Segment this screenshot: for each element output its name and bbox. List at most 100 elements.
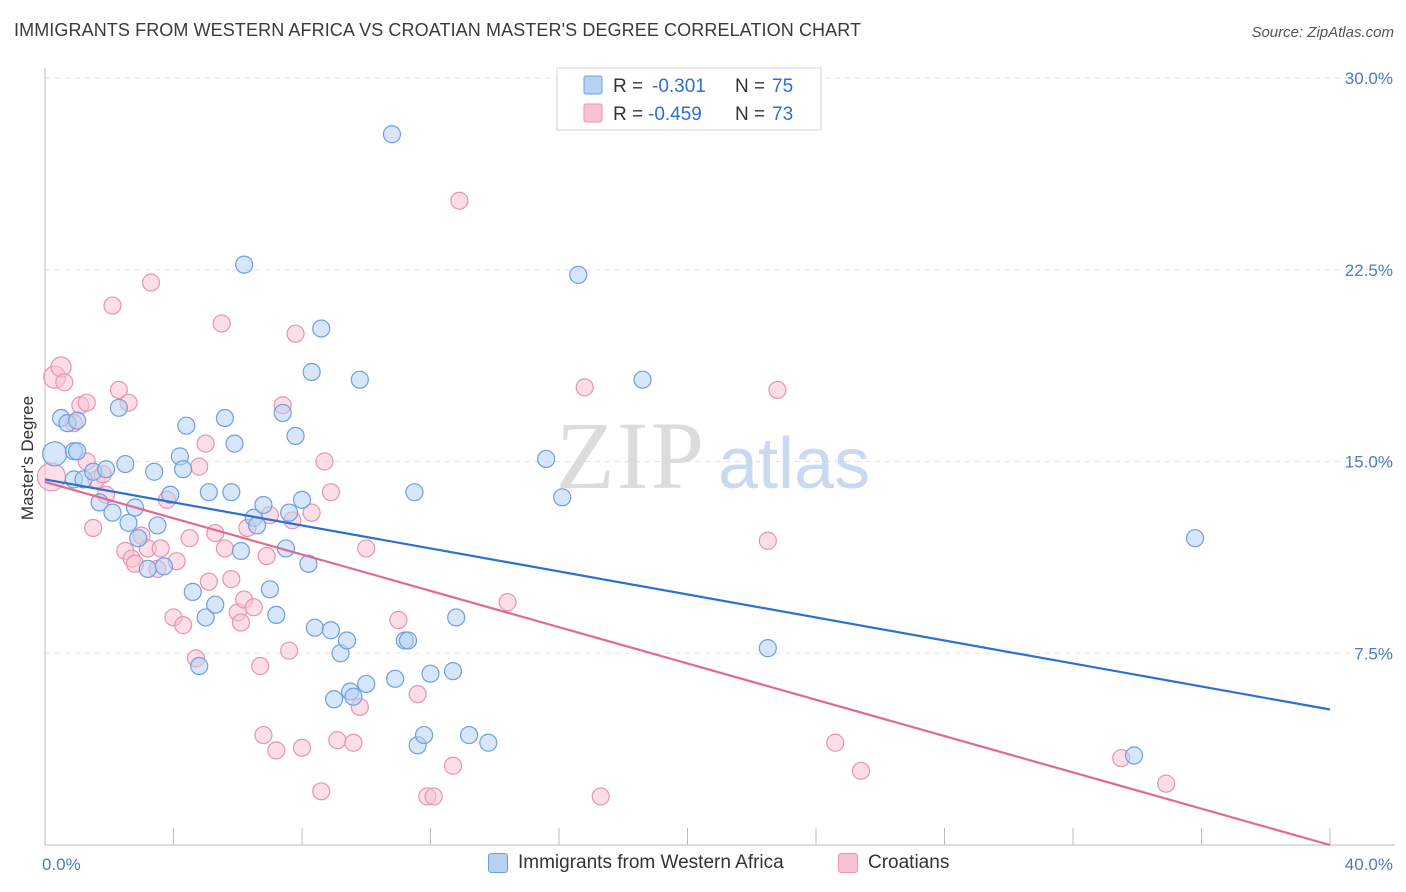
western-africa-point-43	[286, 426, 305, 446]
croatians-point-65	[498, 593, 517, 612]
series-legend: Immigrants from Western Africa Croatians	[0, 852, 1406, 878]
croatians-point-30	[196, 434, 215, 453]
croatians-point-51	[302, 503, 321, 522]
legend-item-western-africa[interactable]: Immigrants from Western Africa	[488, 852, 784, 874]
western-africa-point-67	[459, 725, 479, 745]
stats-legend-r-label-blue: R =	[613, 76, 643, 97]
western-africa-point-18	[145, 462, 164, 481]
x-tick-label-min: 0.0%	[42, 855, 81, 874]
western-africa-points	[42, 125, 1205, 765]
western-africa-point-74	[1185, 529, 1205, 548]
western-africa-point-64	[421, 664, 440, 683]
croatians-point-26	[174, 616, 193, 635]
croatians-point-35	[222, 570, 241, 589]
stats-legend-r-label-pink: R =	[613, 104, 643, 125]
western-africa-point-27	[196, 608, 215, 627]
croatians-point-32	[206, 523, 225, 543]
y-tick-label-1: 15.0%	[1345, 453, 1393, 472]
stats-legend-swatch-blue	[583, 75, 603, 95]
croatians-point-27	[180, 529, 199, 548]
western-africa-point-28	[199, 483, 218, 502]
croatians-point-20	[141, 273, 161, 292]
western-africa-point-54	[344, 687, 363, 706]
croatians-point-62	[424, 787, 443, 806]
western-africa-point-57	[382, 125, 402, 144]
western-africa-point-55	[350, 370, 369, 389]
western-africa-point-49	[321, 621, 341, 640]
croatians-point-41	[251, 656, 270, 676]
stats-legend-r-value-pink: -0.459	[648, 104, 702, 125]
croatians-point-64	[450, 191, 469, 210]
croatians-point-56	[344, 733, 363, 752]
gridlines	[45, 77, 1395, 654]
western-africa-point-5	[68, 442, 87, 461]
western-africa-point-47	[305, 618, 324, 637]
croatians-point-58	[357, 539, 376, 558]
croatians-point-47	[280, 641, 299, 660]
western-africa-point-65	[443, 662, 463, 681]
stats-legend-n-value-blue: 75	[772, 76, 793, 97]
western-africa-point-69	[537, 449, 556, 469]
croatians-point-12	[103, 296, 122, 315]
western-africa-point-70	[553, 488, 572, 507]
croatians-point-50	[292, 738, 312, 757]
croatians-point-22	[151, 539, 170, 558]
western-africa-point-71	[569, 265, 588, 284]
croatians-point-71	[851, 761, 871, 780]
stats-legend-n-label-pink: N =	[735, 104, 765, 125]
legend-swatch-pink	[838, 853, 858, 873]
croatians-point-49	[286, 324, 305, 343]
western-africa-point-37	[254, 495, 273, 515]
chart-title: IMMIGRANTS FROM WESTERN AFRICA VS CROATI…	[14, 20, 862, 40]
western-africa-point-75	[1124, 746, 1144, 765]
western-africa-point-66	[447, 608, 466, 627]
western-africa-point-72	[633, 370, 652, 389]
croatians-point-70	[826, 733, 845, 752]
western-africa-point-50	[325, 690, 344, 709]
watermark-zip: ZIP	[556, 402, 706, 509]
western-africa-point-29	[206, 595, 225, 614]
croatians-point-55	[328, 731, 347, 750]
western-africa-point-33	[231, 541, 251, 561]
croatians-point-53	[315, 452, 334, 471]
trend-lines	[44, 478, 1331, 847]
western-africa-point-46	[302, 362, 321, 382]
croatians-trend-line	[44, 480, 1331, 847]
croatians-point-33	[212, 314, 231, 333]
y-tick-labels: 7.5% 15.0% 22.5% 30.0%	[1345, 69, 1393, 663]
croatians-point-68	[758, 531, 777, 550]
western-africa-point-26	[190, 656, 209, 676]
western-africa-point-34	[235, 255, 254, 274]
legend-item-croatians[interactable]: Croatians	[838, 852, 949, 874]
croatians-point-8	[84, 518, 103, 538]
x-tick-label-max: 40.0%	[1345, 855, 1393, 874]
western-africa-point-44	[292, 490, 312, 509]
y-tick-label-3: 30.0%	[1345, 69, 1393, 88]
western-africa-point-13	[116, 454, 135, 474]
source-credit: Source: ZipAtlas.com	[1251, 24, 1394, 41]
western-africa-point-60	[398, 631, 418, 650]
croatians-point-37	[231, 613, 251, 632]
western-africa-point-21	[161, 485, 180, 504]
western-africa-point-38	[260, 580, 279, 599]
stats-legend: R = -0.301 N = 75 R = -0.459 N = 73	[556, 67, 822, 131]
croatians-point-34	[215, 539, 234, 558]
western-africa-point-12	[109, 398, 128, 417]
legend-swatch-blue	[488, 853, 508, 873]
croatians-point-6	[77, 393, 96, 412]
croatians-point-69	[768, 380, 787, 400]
croatians-point-63	[443, 756, 463, 775]
western-africa-point-40	[273, 403, 292, 423]
croatians-point-3	[55, 373, 74, 392]
western-africa-point-58	[386, 669, 405, 688]
croatians-point-31	[199, 572, 218, 591]
stats-legend-swatch-pink	[583, 103, 603, 123]
y-tick-label-2: 22.5%	[1345, 261, 1393, 280]
western-africa-point-61	[405, 483, 424, 502]
western-africa-point-14	[119, 513, 138, 532]
croatians-point-60	[408, 685, 427, 704]
western-africa-point-11	[103, 503, 122, 522]
western-africa-point-24	[177, 416, 196, 435]
western-africa-point-48	[312, 319, 331, 338]
